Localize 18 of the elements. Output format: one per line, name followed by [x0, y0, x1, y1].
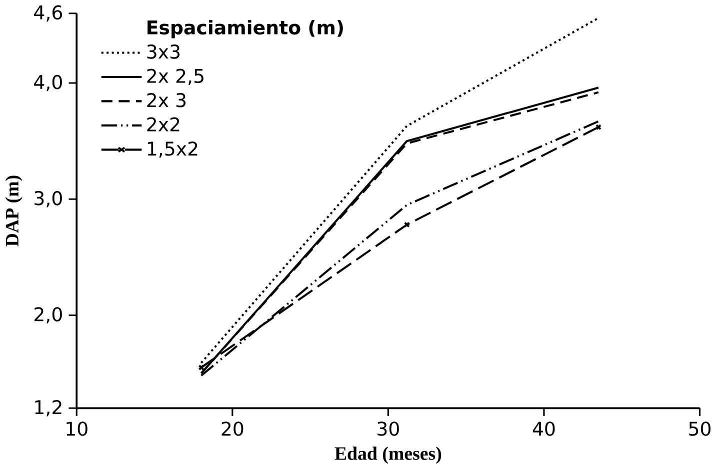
- legend-label: 2x2: [147, 117, 180, 132]
- y-axis-title: DAP (m): [5, 176, 22, 246]
- y-tick-label: 2,0: [34, 307, 62, 324]
- legend-label: 3x3: [147, 44, 180, 59]
- x-tick-label: 20: [222, 422, 244, 436]
- y-tick-label: 1,2: [35, 400, 62, 416]
- y-tick-label: 4,0: [34, 74, 62, 92]
- legend-title: Espaciamiento (m): [148, 20, 343, 38]
- y-tick-label: 3,0: [34, 191, 62, 208]
- x-tick-label: 50: [689, 422, 710, 436]
- legend-label: 2x 3: [147, 93, 186, 108]
- y-tick-label: 4,6: [34, 5, 62, 22]
- legend-label: 1,5x2: [148, 141, 198, 158]
- x-tick-label: 30: [378, 422, 399, 436]
- legend-label: 2x 2,5: [147, 68, 204, 85]
- x-axis-title: Edad (meses): [334, 446, 442, 464]
- x-tick-label: 10: [66, 422, 88, 436]
- x-tick-label: 40: [532, 422, 555, 436]
